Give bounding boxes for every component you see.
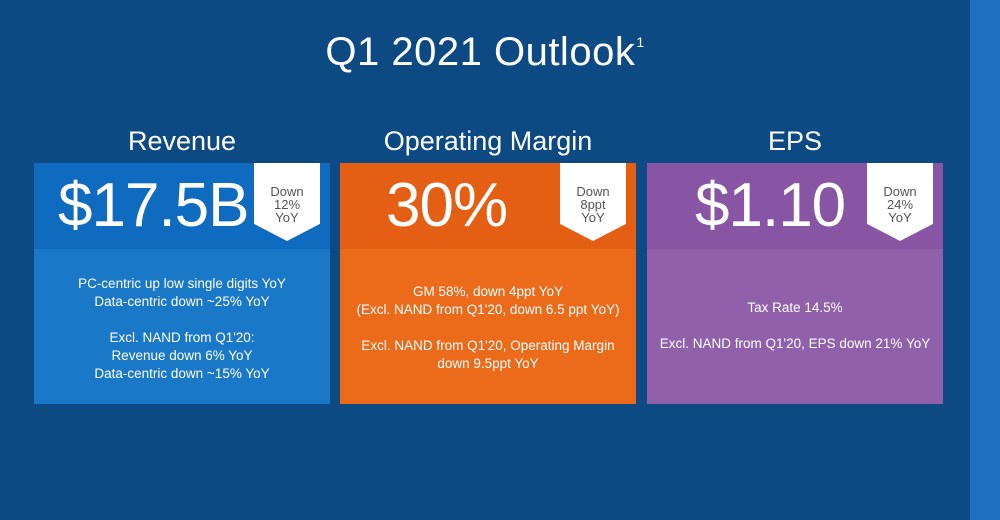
revenue-details-text: PC-centric up low single digits YoY Data…: [34, 275, 330, 383]
eps-change-amount: 24%: [886, 197, 914, 212]
revenue-card-details: PC-centric up low single digits YoY Data…: [34, 249, 330, 404]
title-text: Q1 2021 Outlook: [325, 30, 636, 74]
revenue-change-amount: 12%: [273, 197, 301, 212]
operating-margin-card-top: 30% Down 8ppt YoY: [340, 163, 636, 249]
operating-margin-change-flag: Down 8ppt YoY: [560, 163, 626, 241]
revenue-change-direction: Down: [270, 184, 304, 199]
revenue-detail-line: Data-centric down ~25% YoY: [94, 294, 270, 309]
page-title: Q1 2021 Outlook1: [0, 30, 970, 75]
eps-change-flag: Down 24% YoY: [867, 163, 933, 241]
revenue-change-period: YoY: [275, 210, 299, 225]
revenue-heading: Revenue: [127, 126, 237, 156]
eps-heading: EPS: [767, 126, 823, 156]
revenue-detail-line: Revenue down 6% YoY: [111, 348, 253, 363]
eps-detail-line: Excl. NAND from Q1'20, EPS down 21% YoY: [659, 336, 931, 351]
revenue-detail-line: PC-centric up low single digits YoY: [78, 276, 286, 291]
operating-margin-detail-line: Excl. NAND from Q1'20, Operating Margin: [361, 338, 615, 353]
eps-change-direction: Down: [883, 184, 917, 199]
operating-margin-heading: Operating Margin: [383, 126, 593, 156]
right-edge-strip: [970, 0, 1000, 520]
operating-margin-detail-line: down 9.5ppt YoY: [437, 356, 539, 371]
eps-card-top: $1.10 Down 24% YoY: [647, 163, 943, 249]
operating-margin-value: 30%: [386, 171, 508, 240]
operating-margin-change-amount: 8ppt: [580, 197, 606, 212]
eps-details-text: Tax Rate 14.5% Excl. NAND from Q1'20, EP…: [647, 299, 943, 353]
operating-margin-detail-gap: [340, 319, 636, 337]
operating-margin-card-details: GM 58%, down 4ppt YoY (Excl. NAND from Q…: [340, 249, 636, 404]
title-footnote: 1: [636, 33, 645, 50]
revenue-detail-gap: [34, 311, 330, 329]
eps-detail-gap: [647, 317, 943, 335]
eps-card-details: Tax Rate 14.5% Excl. NAND from Q1'20, EP…: [647, 249, 943, 404]
revenue-card-top: $17.5B Down 12% YoY: [34, 163, 330, 249]
operating-margin-detail-line: (Excl. NAND from Q1'20, down 6.5 ppt YoY…: [356, 302, 620, 317]
eps-detail-line: Tax Rate 14.5%: [747, 300, 843, 315]
eps-change-period: YoY: [888, 210, 912, 225]
revenue-change-flag: Down 12% YoY: [254, 163, 320, 241]
revenue-value: $17.5B: [58, 171, 250, 240]
revenue-detail-line: Excl. NAND from Q1'20:: [109, 330, 255, 345]
operating-margin-detail-line: GM 58%, down 4ppt YoY: [412, 284, 564, 299]
revenue-detail-line: Data-centric down ~15% YoY: [94, 366, 270, 381]
operating-margin-change-direction: Down: [576, 184, 610, 199]
operating-margin-details-text: GM 58%, down 4ppt YoY (Excl. NAND from Q…: [340, 283, 636, 373]
eps-value: $1.10: [695, 171, 846, 240]
operating-margin-change-period: YoY: [581, 210, 605, 225]
